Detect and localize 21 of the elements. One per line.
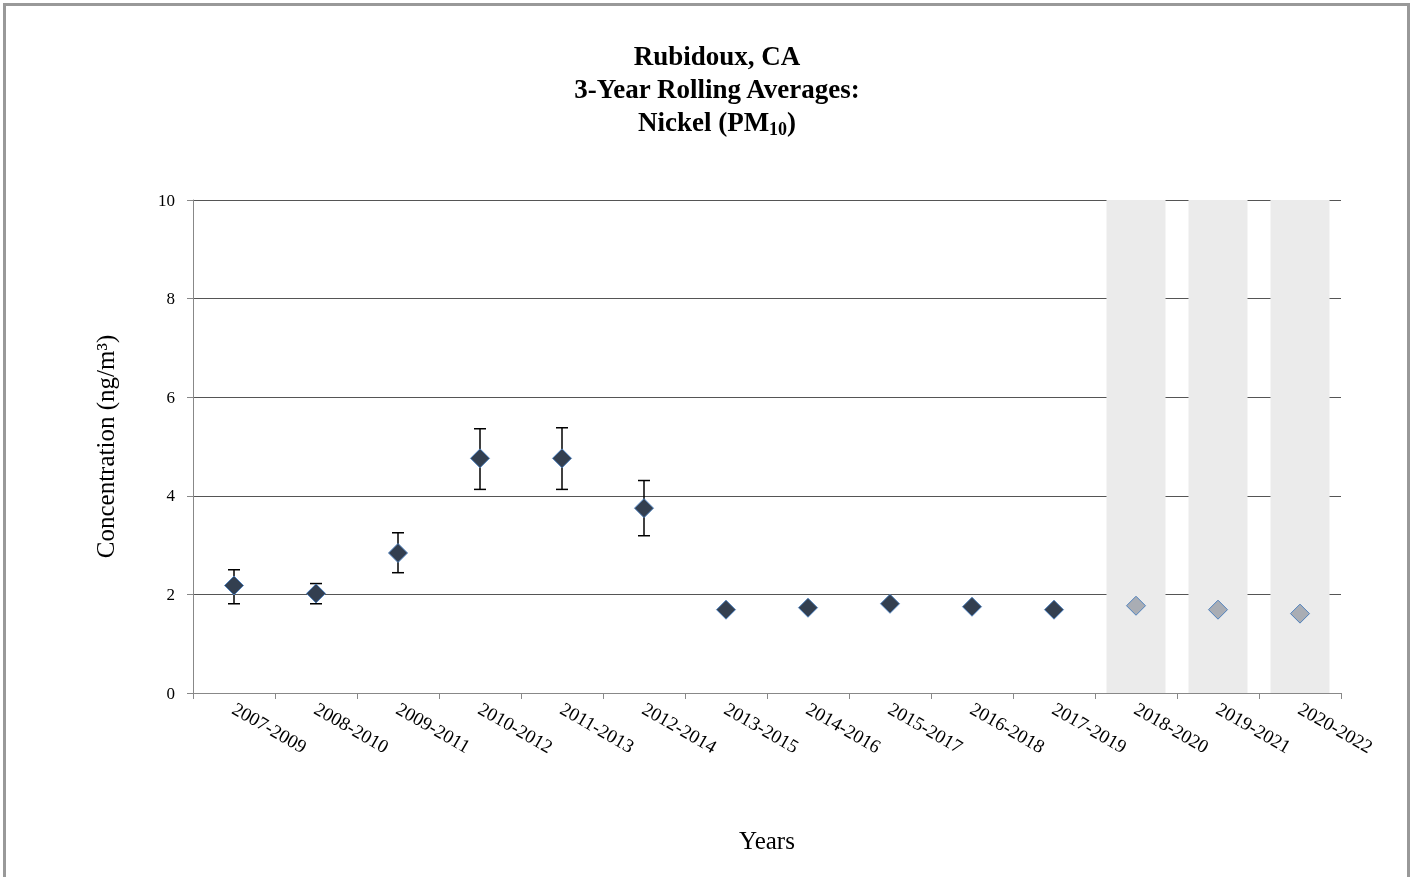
- y-tick-label: 4: [166, 486, 176, 506]
- point: [1208, 599, 1228, 620]
- point: [798, 597, 818, 618]
- point: [470, 448, 490, 469]
- point: [880, 593, 900, 614]
- point: [552, 448, 572, 469]
- y-tick-label: 8: [166, 289, 175, 309]
- point: [1044, 599, 1064, 620]
- x-axis-title: Years: [739, 827, 795, 854]
- point: [1126, 595, 1146, 616]
- y-tick-label: 0: [166, 683, 175, 703]
- point: [1290, 603, 1310, 624]
- point: [224, 575, 244, 596]
- point: [388, 542, 408, 563]
- point: [634, 498, 654, 519]
- point: [716, 599, 736, 620]
- point: [962, 596, 982, 617]
- y-tick-label: 6: [166, 387, 175, 407]
- y-tick-label: 2: [166, 584, 175, 604]
- y-axis-title: Concentration (ng/m³): [92, 334, 120, 559]
- y-tick-label: 10: [158, 190, 175, 210]
